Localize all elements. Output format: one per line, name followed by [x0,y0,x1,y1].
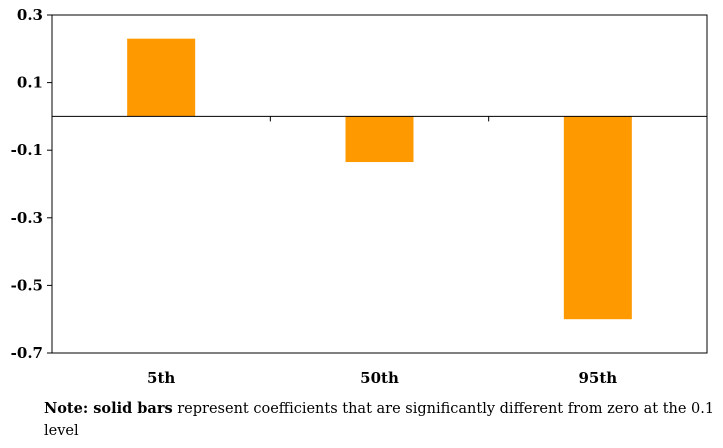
y-axis-ticks: 0.3 0.1 -0.1 -0.3 -0.5 -0.7 [11,6,52,362]
bar-95th [563,116,632,320]
y-tick-label: -0.7 [11,344,43,362]
y-tick-label: 0.3 [17,6,43,24]
y-tick-label: 0.1 [17,74,43,92]
y-tick-label: -0.3 [11,209,43,227]
bar-50th [345,116,414,163]
x-tick-label-50th: 50th [360,369,399,387]
x-axis-ticks: 5th 50th 95th [147,116,617,387]
note-bold-text: Note: solid bars [44,400,173,417]
bar-chart: 0.3 0.1 -0.1 -0.3 -0.5 -0.7 5th 50th 95th [11,6,708,387]
plot-area [51,14,708,354]
note-text: represent coefficients that are signific… [44,401,715,439]
chart-note: Note: solid bars represent coefficients … [44,398,716,442]
y-tick-label: -0.1 [11,141,43,159]
x-tick-label-5th: 5th [147,369,175,387]
y-tick-label: -0.5 [11,276,43,294]
x-tick-label-95th: 95th [578,369,617,387]
bar-5th [127,38,196,117]
bars-group [127,38,632,320]
